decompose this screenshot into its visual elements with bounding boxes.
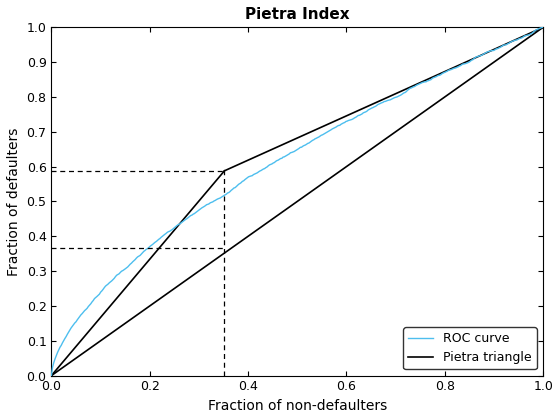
ROC curve	[208, 200, 215, 205]
Title: Pietra Index: Pietra Index	[245, 7, 349, 22]
ROC curve	[403, 89, 410, 94]
Legend: ROC curve, Pietra triangle: ROC curve, Pietra triangle	[403, 327, 537, 369]
ROC curve	[242, 176, 249, 181]
ROC curve	[357, 112, 364, 117]
Y-axis label: Fraction of defaulters: Fraction of defaulters	[7, 127, 21, 276]
ROC curve	[405, 87, 412, 92]
Line: ROC curve: ROC curve	[52, 27, 543, 375]
X-axis label: Fraction of non-defaulters: Fraction of non-defaulters	[208, 399, 387, 413]
ROC curve	[48, 373, 55, 378]
ROC curve	[540, 25, 547, 30]
ROC curve	[107, 279, 114, 284]
